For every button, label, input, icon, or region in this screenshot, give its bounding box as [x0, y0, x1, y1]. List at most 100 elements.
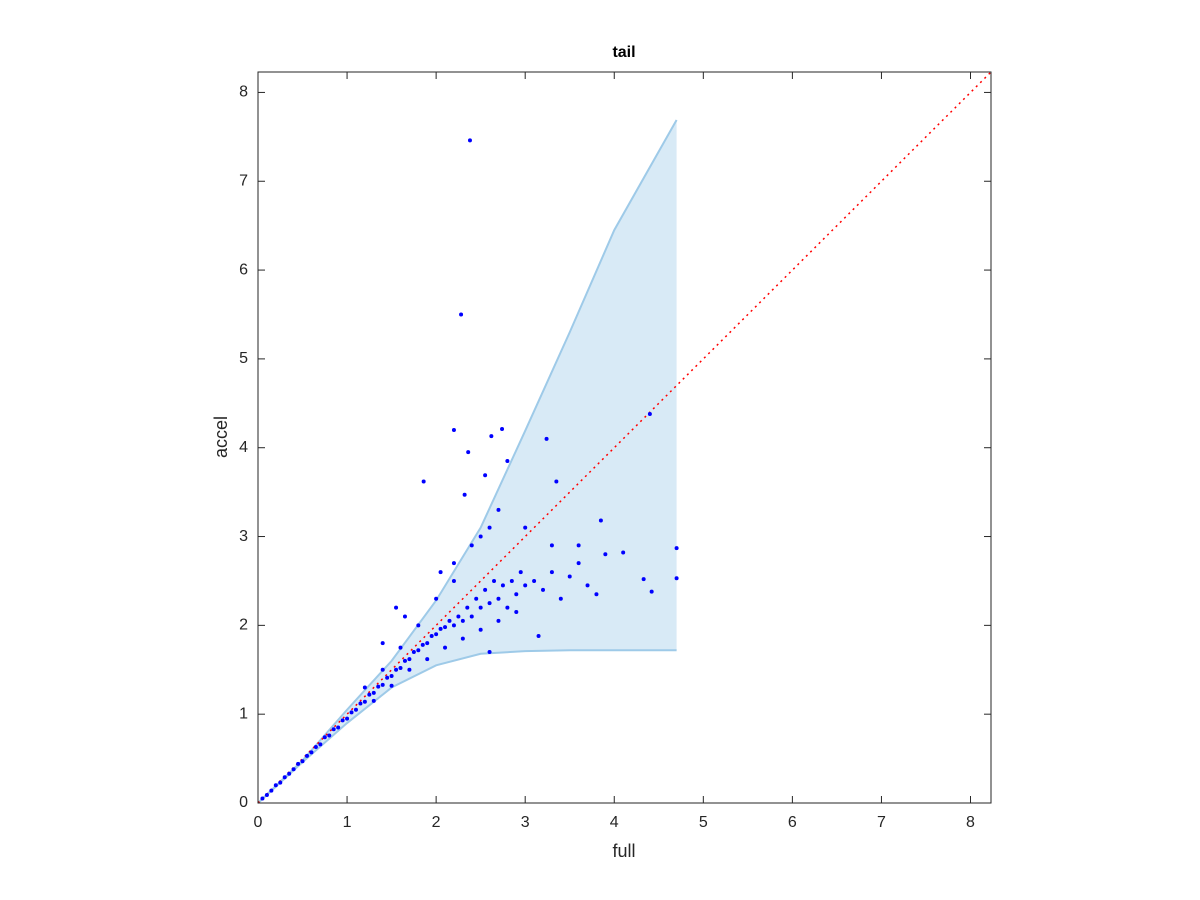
point: [514, 592, 519, 597]
x-tick-label: 3: [521, 814, 530, 831]
y-tick-label: 0: [239, 794, 248, 811]
point: [260, 796, 265, 801]
point: [429, 634, 434, 639]
point: [460, 618, 465, 623]
point: [478, 627, 483, 632]
x-tick-label: 7: [877, 814, 886, 831]
point: [407, 657, 412, 662]
point: [603, 552, 608, 557]
point: [362, 699, 367, 704]
point: [549, 543, 554, 548]
point: [576, 561, 581, 566]
reference-line: [257, 71, 992, 804]
point: [500, 427, 505, 432]
point: [273, 783, 278, 788]
point: [536, 634, 541, 639]
point: [313, 745, 318, 750]
band-edge: [257, 119, 678, 804]
point: [456, 614, 461, 619]
point: [451, 578, 456, 583]
x-tick-label: 5: [699, 814, 708, 831]
point: [438, 570, 443, 575]
point: [558, 596, 563, 601]
point: [466, 450, 471, 455]
point: [674, 546, 679, 551]
point: [398, 645, 403, 650]
point: [434, 596, 439, 601]
point: [467, 138, 472, 143]
band-fill: [258, 119, 677, 803]
point: [487, 601, 492, 606]
point: [380, 667, 385, 672]
point: [649, 589, 654, 594]
point: [291, 767, 296, 772]
point: [496, 596, 501, 601]
point: [411, 650, 416, 655]
point: [282, 775, 287, 780]
point: [451, 427, 456, 432]
y-tick-label: 2: [239, 617, 248, 634]
point: [353, 707, 358, 712]
point: [416, 623, 421, 628]
point: [402, 614, 407, 619]
y-tick-label: 8: [239, 84, 248, 101]
point: [389, 683, 394, 688]
point: [478, 534, 483, 539]
point: [469, 543, 474, 548]
chart-title: tail: [612, 44, 635, 61]
point: [443, 625, 448, 630]
point: [509, 578, 514, 583]
point: [567, 574, 572, 579]
point: [362, 685, 367, 690]
point: [505, 459, 510, 464]
band-edge: [257, 649, 677, 804]
point: [523, 583, 528, 588]
axes-box: [257, 71, 992, 804]
point: [269, 788, 274, 793]
point: [287, 771, 292, 776]
point: [459, 312, 464, 317]
point: [544, 436, 549, 441]
y-tick-label: 3: [239, 528, 248, 545]
point: [496, 507, 501, 512]
point: [674, 576, 679, 581]
x-tick-label: 2: [432, 814, 441, 831]
point: [371, 690, 376, 695]
point: [641, 577, 646, 582]
point: [322, 735, 327, 740]
point: [296, 761, 301, 766]
point: [483, 587, 488, 592]
point: [309, 750, 314, 755]
point: [621, 550, 626, 555]
point: [451, 623, 456, 628]
point: [492, 578, 497, 583]
point: [447, 618, 452, 623]
point: [327, 733, 332, 738]
point: [549, 570, 554, 575]
point: [460, 636, 465, 641]
point: [576, 543, 581, 548]
point: [465, 605, 470, 610]
point: [398, 665, 403, 670]
point: [389, 673, 394, 678]
point: [478, 605, 483, 610]
point: [407, 667, 412, 672]
point: [462, 492, 467, 497]
x-tick-label: 4: [610, 814, 619, 831]
point: [487, 525, 492, 530]
point: [541, 587, 546, 592]
y-tick-label: 4: [239, 439, 248, 456]
point: [402, 658, 407, 663]
point: [500, 583, 505, 588]
point: [438, 626, 443, 631]
point: [505, 605, 510, 610]
point: [514, 610, 519, 615]
point: [345, 716, 350, 721]
x-tick-label: 8: [966, 814, 975, 831]
y-tick-label: 6: [239, 261, 248, 278]
y-axis-label: accel: [211, 416, 231, 458]
point: [416, 648, 421, 653]
